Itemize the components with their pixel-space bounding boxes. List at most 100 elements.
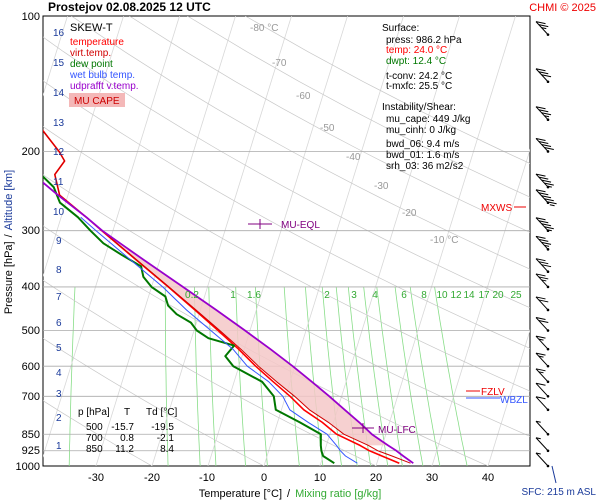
altitude-tick-label: 8 [56, 265, 62, 276]
mxws-label: MXWS [481, 203, 512, 214]
series-virt-temp [43, 129, 411, 464]
x-tick-label: 0 [261, 472, 267, 484]
pressure-tick-label: 300 [22, 225, 40, 237]
table-header-td: Td [°C] [146, 407, 177, 418]
series-wet-bulb-temp [80, 216, 358, 464]
isotherm-line [263, 16, 404, 466]
pressure-tick-label: 925 [22, 445, 40, 457]
x-tick-label: -20 [144, 472, 160, 484]
wind-barb [535, 317, 550, 332]
isotherm-line [487, 329, 530, 466]
altitude-tick-label: 10 [53, 207, 65, 218]
pressure-tick-label: 600 [22, 361, 40, 373]
series-dew-point [43, 175, 335, 465]
mu-eql-marker: MU-EQL [248, 219, 320, 231]
mixing-ratio-label: 4 [372, 290, 378, 301]
legend-item-virt-temp: virt.temp. [70, 48, 111, 59]
x-tick-label: -10 [199, 472, 215, 484]
table-header-t: T [124, 407, 130, 418]
wind-barb [535, 420, 550, 436]
pressure-tick-label: 400 [22, 281, 40, 293]
legend-item-dew-point: dew point [70, 59, 113, 70]
x-tick-label: 30 [426, 472, 438, 484]
legend: SKEW-T temperature virt.temp. dew point … [69, 22, 139, 107]
mixing-ratio-label: 8 [421, 290, 427, 301]
x-axis-title: Temperature [°C] / Mixing ratio [g/kg] [199, 488, 382, 500]
isotherm-line [95, 16, 236, 466]
pressure-tick-label: 500 [22, 325, 40, 337]
sounding-table: p [hPa] T Td [°C] 500 -15.7 -19.5 700 0.… [78, 407, 177, 455]
surface-t-mxfc: t-mxfc: 25.5 °C [386, 81, 452, 92]
wind-barb [535, 437, 550, 453]
altitude-tick-label: 11 [53, 177, 64, 188]
wind-barb [535, 452, 550, 468]
isotherm-line [431, 148, 530, 466]
wind-barb [535, 335, 550, 351]
wind-barb [535, 273, 550, 289]
surface-press: press: 986.2 hPa [386, 35, 462, 46]
isotherm-line [207, 16, 348, 466]
mixing-ratio-label: 0.2 [185, 290, 199, 301]
x-tick-label: -30 [88, 472, 104, 484]
table-header-p: p [hPa] [78, 407, 110, 418]
mixing-ratio-label: 20 [492, 290, 504, 301]
wind-barb [535, 68, 552, 84]
mu-lfc-marker: MU-LFC [352, 423, 416, 436]
pressure-tick-label: 100 [22, 11, 40, 23]
altitude-tick-label: 1 [56, 441, 62, 452]
isotherm-label: -30 [374, 181, 389, 192]
y-axis-title: Pressure [hPa] / Altitude [km] [3, 170, 15, 314]
isotherm-lines [43, 16, 530, 466]
sfc-pointer [551, 465, 557, 484]
altitude-tick-label: 6 [56, 318, 62, 329]
isotherm-label: -50 [320, 123, 335, 134]
altitude-tick-label: 15 [53, 58, 65, 69]
wind-barb [535, 352, 550, 368]
table-cell: 8.4 [160, 444, 174, 455]
mixing-ratio-label: 10 [436, 290, 448, 301]
altitude-tick-label: 12 [53, 147, 65, 158]
table-cell: 0.8 [120, 433, 134, 444]
isotherm-line [319, 16, 460, 466]
legend-item-temperature: temperature [70, 37, 124, 48]
pressure-tick-label: 1000 [16, 461, 40, 473]
wind-barb [535, 235, 552, 251]
table-cell: 700 [86, 433, 103, 444]
surface-t-conv: t-conv: 24.2 °C [386, 71, 452, 82]
altitude-tick-label: 9 [56, 236, 62, 247]
pressure-tick-label: 700 [22, 391, 40, 403]
dry-adiabat-line [43, 36, 530, 309]
dry-adiabat-line [43, 80, 530, 349]
isotherm-line [43, 16, 68, 97]
instability-mu-cinh: mu_cinh: 0 J/kg [386, 125, 456, 136]
altitude-tick-label: 3 [56, 389, 62, 400]
x-axis: -30 -20 -10 0 10 20 30 40 [88, 472, 494, 484]
isotherm-label: -10 °C [430, 235, 458, 246]
x-tick-label: 10 [314, 472, 326, 484]
sounding-series [43, 129, 414, 465]
mixing-ratio-label: 25 [510, 290, 522, 301]
y-axis-label: Pressure [hPa] [3, 241, 15, 314]
isotherm-line [43, 16, 124, 278]
isotherm-label: -60 [296, 91, 311, 102]
altitude-tick-label: 13 [53, 118, 65, 129]
x-axis-label2: Mixing ratio [g/kg] [295, 488, 381, 500]
legend-item-updraft: udprafft v.temp. [70, 81, 139, 92]
wind-barb [535, 21, 550, 36]
altitude-tick-label: 7 [56, 292, 62, 303]
isotherm-line [43, 16, 180, 458]
plot-frame [42, 15, 531, 467]
isotherm-label: -40 [346, 152, 361, 163]
credit-label: CHMI © 2025 [529, 2, 596, 14]
mixing-ratio-label: 17 [478, 290, 490, 301]
dry-adiabat-line [187, 16, 530, 198]
wbzl-label: WBZL [500, 395, 528, 406]
table-cell: 11.2 [115, 444, 134, 455]
table-cell: -2.1 [157, 433, 175, 444]
mixing-ratio-label: 3 [351, 290, 357, 301]
x-tick-label: 40 [482, 472, 494, 484]
dry-adiabat-line [129, 16, 530, 233]
wind-barbs [535, 21, 557, 468]
fzlv-label: FZLV [481, 387, 505, 398]
